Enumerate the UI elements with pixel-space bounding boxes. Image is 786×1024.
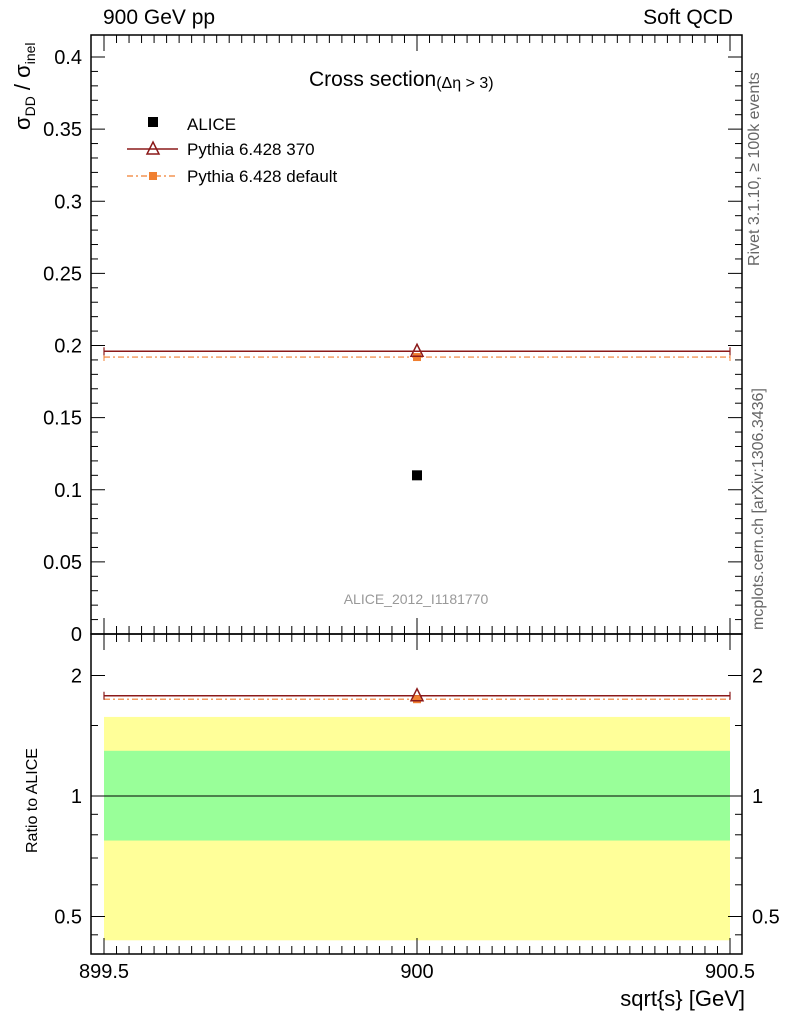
ratio-y-tick-label-right: 2 xyxy=(752,666,763,688)
ratio-y-tick-label-left: 0.5 xyxy=(54,907,82,929)
x-tick-label: 899.5 xyxy=(79,961,129,983)
legend: ALICE Pythia 6.428 370 Pythia 6.428 defa… xyxy=(127,115,338,186)
ratio-point-pythia-default xyxy=(413,695,421,704)
legend-label-pythia-370: Pythia 6.428 370 xyxy=(187,140,315,159)
main-y-tick-label: 0.1 xyxy=(54,480,82,502)
ratio-y-axis-label: Ratio to ALICE xyxy=(24,748,41,853)
main-y-tick-label: 0 xyxy=(71,624,82,646)
ratio-y-tick-label-right: 1 xyxy=(752,786,763,808)
analysis-id: ALICE_2012_I1181770 xyxy=(344,591,489,607)
main-y-axis-label: σDD / σinel xyxy=(10,42,38,130)
header-energy: 900 GeV pp xyxy=(103,6,216,29)
chart-title: Cross section(Δη > 3) xyxy=(309,68,494,92)
main-y-tick-label: 0.3 xyxy=(54,191,82,213)
point-pythia-default xyxy=(413,353,421,362)
main-y-tick-label: 0.25 xyxy=(43,263,82,285)
legend-label-alice: ALICE xyxy=(187,115,236,134)
ratio-y-tick-label-right: 0.5 xyxy=(752,907,780,929)
main-y-tick-label: 0.15 xyxy=(43,408,82,430)
x-tick-label: 900.5 xyxy=(705,961,755,983)
header-category: Soft QCD xyxy=(643,6,733,29)
ratio-point-pythia-370 xyxy=(409,687,425,702)
legend-marker-pythia-370 xyxy=(145,140,161,155)
legend-marker-pythia-default xyxy=(149,172,157,180)
main-y-tick-label: 0.2 xyxy=(54,336,82,358)
ratio-y-tick-label-left: 2 xyxy=(71,666,82,688)
legend-label-pythia-default: Pythia 6.428 default xyxy=(187,167,338,186)
main-y-tick-label: 0.05 xyxy=(43,552,82,574)
x-tick-label: 900 xyxy=(400,961,433,983)
axis-ticks: 0.4 0.35 0.3 0.25 0.2 0.15 0.1 0.05 0 899.5 900 900… xyxy=(43,35,780,983)
main-y-tick-label: 0.35 xyxy=(43,119,82,141)
chart-marks xyxy=(103,342,731,704)
ratio-y-tick-label-left: 1 xyxy=(71,786,82,808)
main-y-tick-label: 0.4 xyxy=(54,47,82,69)
x-axis-label: sqrt{s} [GeV] xyxy=(620,986,745,1011)
point-alice xyxy=(412,470,422,481)
point-pythia-370 xyxy=(409,342,425,358)
legend-marker-alice xyxy=(148,117,158,127)
